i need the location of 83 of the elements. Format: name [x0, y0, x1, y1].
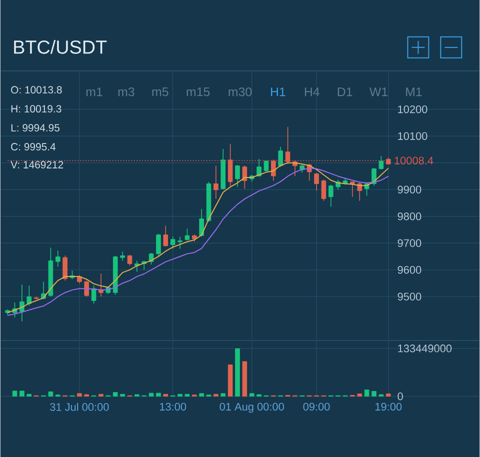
- annotation: D1: [338, 87, 352, 96]
- x-tick-label: 19:00: [376, 402, 402, 410]
- bar: [228, 364, 233, 396]
- bar: [249, 393, 254, 396]
- annotation: m3: [118, 87, 134, 96]
- bar: [112, 392, 118, 396]
- bar: [148, 392, 154, 396]
- candlestick: [199, 208, 204, 237]
- candlestick: [328, 184, 334, 208]
- annotation: O: 10013.8: [11, 86, 62, 94]
- bar: [163, 394, 168, 396]
- annotation: m30: [228, 87, 252, 96]
- x-tick-label: 31 Jul 00:00: [50, 402, 109, 411]
- bar: [214, 394, 218, 396]
- annotation: M1: [406, 87, 422, 96]
- annotation: m1: [86, 87, 102, 96]
- ref-line-label: 10008.4: [394, 156, 434, 164]
- annotation: V: 1469212: [10, 160, 64, 168]
- y-tick-label: 10100: [398, 132, 428, 140]
- candlestick: [214, 165, 218, 199]
- bar: [48, 391, 54, 396]
- bar: [220, 393, 226, 396]
- bar: [98, 394, 104, 396]
- y-tick-label: 9900: [398, 186, 422, 194]
- candlestick: [235, 164, 240, 188]
- bar: [242, 361, 248, 396]
- annotation: W1: [370, 87, 388, 96]
- x-tick-label: 13:00: [160, 402, 186, 410]
- bar: [357, 393, 362, 396]
- bar: [156, 392, 161, 396]
- candlestick: [84, 280, 90, 297]
- candlestick: [170, 236, 176, 250]
- bar: [20, 390, 24, 396]
- candlestick: [350, 181, 355, 198]
- bar: [120, 394, 125, 396]
- candlestick: [378, 155, 384, 170]
- y-tick-label: 9800: [398, 212, 422, 220]
- x-tick-label: 09:00: [303, 402, 330, 410]
- candlestick: [278, 146, 284, 168]
- x-tick-label: 01 Aug 00:00: [220, 402, 284, 413]
- bar: [235, 348, 240, 396]
- candlestick: [163, 225, 168, 247]
- bar: [364, 390, 370, 396]
- candlestick: [228, 143, 233, 186]
- annotation: C: 9995.4: [11, 142, 56, 150]
- candlestick: [242, 165, 248, 190]
- candlestick: [271, 159, 276, 182]
- candlestick: [20, 284, 24, 322]
- annotation: m5: [152, 87, 168, 96]
- candlestick: [62, 255, 68, 281]
- bar: [372, 390, 376, 396]
- bar: [184, 394, 190, 396]
- bar: [77, 393, 82, 396]
- candlestick: [156, 233, 161, 256]
- candlestick: [256, 158, 262, 178]
- bar: [199, 393, 204, 396]
- y-tick-label: 0: [398, 392, 403, 400]
- candlestick: [26, 285, 32, 306]
- y-tick-label: 9700: [398, 239, 422, 247]
- y-tick-label: 9500: [398, 292, 422, 300]
- bar: [26, 394, 32, 396]
- candlestick: [178, 236, 182, 250]
- candlestick: [91, 285, 96, 304]
- annotation: m15: [186, 87, 210, 96]
- y-tick-label: 9600: [398, 266, 422, 274]
- candlestick: [120, 251, 125, 262]
- bar: [178, 394, 182, 396]
- annotation: L: 9994.95: [11, 124, 60, 132]
- candlestick: [321, 179, 326, 202]
- candlestick: [285, 126, 290, 164]
- annotation: H: 10019.3: [11, 105, 62, 112]
- y-tick-label: 10200: [398, 105, 428, 114]
- annotation: H1: [271, 87, 286, 96]
- candlestick: [314, 172, 319, 191]
- candlestick: [127, 254, 132, 266]
- y-tick-label: 133449000: [398, 344, 452, 352]
- chart-title: BTC/USDT: [14, 40, 107, 54]
- bar: [386, 393, 391, 396]
- candlestick: [357, 182, 362, 202]
- annotation: H4: [304, 87, 320, 96]
- candlestick: [184, 228, 190, 241]
- bar: [12, 390, 18, 396]
- candlestick: [55, 250, 60, 267]
